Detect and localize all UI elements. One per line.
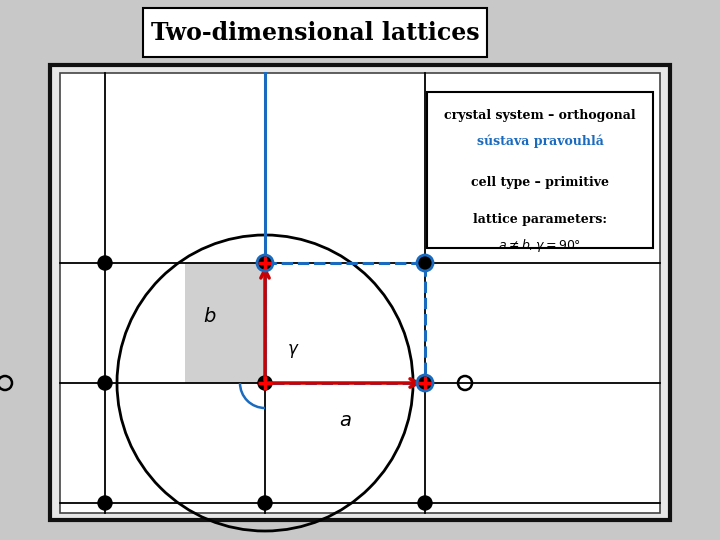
Circle shape (258, 256, 272, 270)
Circle shape (258, 496, 272, 510)
Bar (265, 263, 425, 383)
Circle shape (258, 376, 272, 390)
Bar (50, 65, 670, 520)
FancyBboxPatch shape (427, 92, 653, 248)
Circle shape (418, 496, 432, 510)
Circle shape (98, 496, 112, 510)
FancyBboxPatch shape (143, 8, 487, 57)
Circle shape (418, 256, 432, 270)
Text: $\gamma$: $\gamma$ (287, 342, 300, 360)
Circle shape (418, 376, 432, 390)
Text: sústava pravouhlá: sústava pravouhlá (477, 134, 603, 148)
Circle shape (98, 376, 112, 390)
Text: lattice parameters:: lattice parameters: (473, 213, 607, 226)
Text: $b$: $b$ (203, 307, 217, 327)
Text: crystal system – orthogonal: crystal system – orthogonal (444, 109, 636, 122)
Text: $a$: $a$ (338, 412, 351, 430)
Text: cell type – primitive: cell type – primitive (471, 176, 609, 189)
Text: $a \neq b, \gamma = 90°$: $a \neq b, \gamma = 90°$ (498, 237, 582, 253)
Circle shape (98, 256, 112, 270)
Bar (185, 263, 265, 383)
Text: Two-dimensional lattices: Two-dimensional lattices (150, 21, 480, 45)
Bar (60, 73, 660, 513)
